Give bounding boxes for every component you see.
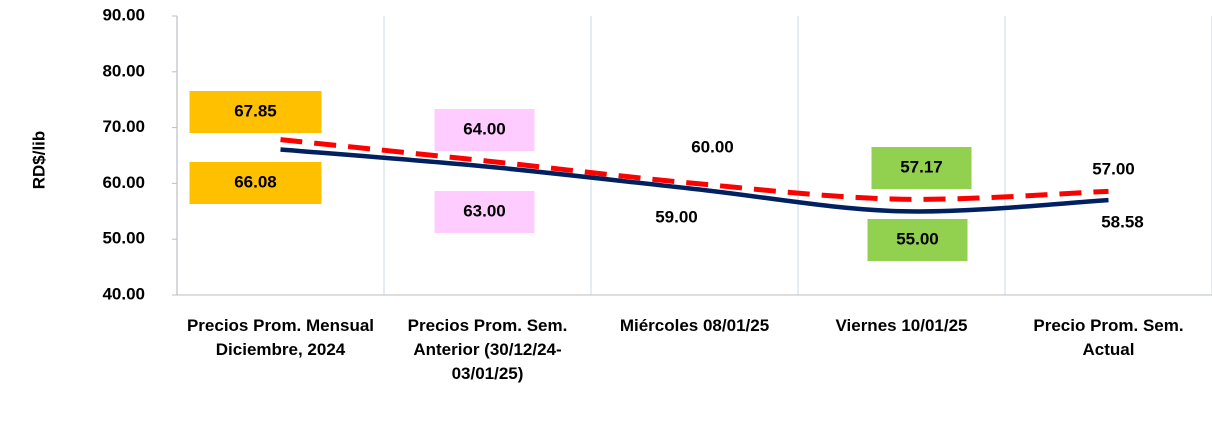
line <box>280 137 1109 202</box>
line <box>280 147 1109 214</box>
label-box <box>871 147 972 189</box>
data-label: 55.00 <box>896 229 939 248</box>
data-label: 67.85 <box>234 101 277 120</box>
y-tick-label: 90.00 <box>102 5 145 24</box>
data-label: 59.00 <box>655 207 698 226</box>
x-tick-label: Precio Prom. Sem. Actual <box>1033 316 1184 359</box>
y-tick-label: 40.00 <box>102 284 145 303</box>
data-label: 64.00 <box>463 119 506 138</box>
y-tick-label: 80.00 <box>102 61 145 80</box>
y-tick-label: 60.00 <box>102 173 145 192</box>
y-tick-label: 70.00 <box>102 117 145 136</box>
x-tick-label: Viernes 10/01/25 <box>835 316 968 335</box>
label-box <box>867 219 968 261</box>
data-label: 57.17 <box>900 157 943 176</box>
data-label: 58.58 <box>1101 212 1144 231</box>
label-box <box>189 162 322 204</box>
x-tick-label: Precios Prom. Mensual Diciembre, 2024 <box>186 316 375 359</box>
data-label: 57.00 <box>1092 159 1135 178</box>
data-label: 66.08 <box>234 172 277 191</box>
y-axis-label: RD$/lib <box>29 131 48 190</box>
x-tick-label: Precios Prom. Sem. Anterior (30/12/24-03… <box>407 316 568 383</box>
label-box <box>434 109 535 151</box>
data-label: 60.00 <box>691 137 734 156</box>
x-tick-label: Miércoles 08/01/25 <box>619 316 770 335</box>
data-label: 63.00 <box>463 201 506 220</box>
y-tick-label: 50.00 <box>102 229 145 248</box>
label-box <box>189 91 322 133</box>
label-box <box>434 191 535 233</box>
